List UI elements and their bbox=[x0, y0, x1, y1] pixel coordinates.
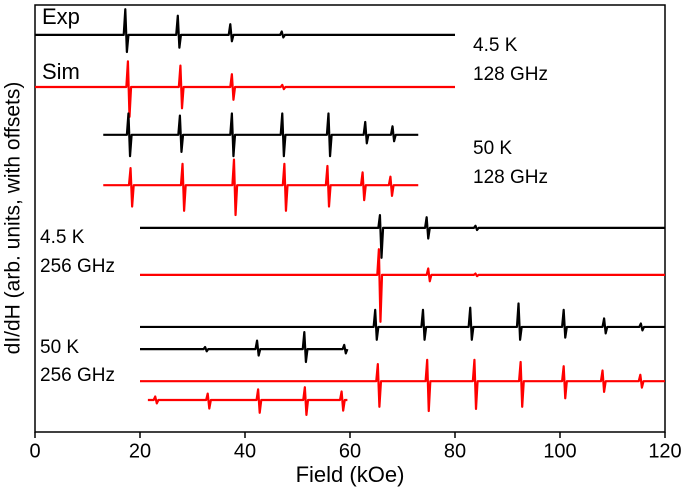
x-tick-label: 60 bbox=[339, 440, 361, 462]
spectrum-line bbox=[35, 8, 455, 54]
spectrum-line bbox=[103, 158, 419, 217]
spectrum-line bbox=[140, 330, 349, 364]
annotation: 256 GHz bbox=[40, 256, 115, 277]
spectrum-line bbox=[103, 112, 419, 158]
annotation: 4.5 K bbox=[473, 35, 518, 56]
spectrum-line bbox=[140, 213, 665, 259]
annotation: 4.5 K bbox=[40, 227, 85, 248]
annotation: 256 GHz bbox=[40, 365, 115, 386]
spectrum-line bbox=[35, 60, 455, 118]
y-axis-label: dI/dH (arb. units, with offsets) bbox=[2, 82, 25, 355]
x-tick-label: 20 bbox=[129, 440, 151, 462]
x-tick-label: 0 bbox=[29, 440, 40, 462]
annotation: 128 GHz bbox=[473, 167, 548, 188]
annotation: 128 GHz bbox=[473, 64, 548, 85]
annotation: 50 K bbox=[473, 138, 512, 159]
x-tick-label: 80 bbox=[444, 440, 466, 462]
annotation: 50 K bbox=[40, 337, 79, 358]
annotation: Exp bbox=[42, 4, 80, 29]
x-tick-label: 100 bbox=[543, 440, 576, 462]
spectrum-line bbox=[147, 386, 348, 417]
x-tick-label: 120 bbox=[648, 440, 681, 462]
annotation: Sim bbox=[42, 59, 80, 84]
x-axis-label: Field (kOe) bbox=[296, 462, 405, 487]
spectrum-line bbox=[140, 302, 665, 341]
x-tick-label: 40 bbox=[234, 440, 256, 462]
spectrum-line bbox=[140, 248, 665, 323]
spectrum-line bbox=[140, 358, 665, 413]
plot-frame bbox=[34, 4, 666, 433]
